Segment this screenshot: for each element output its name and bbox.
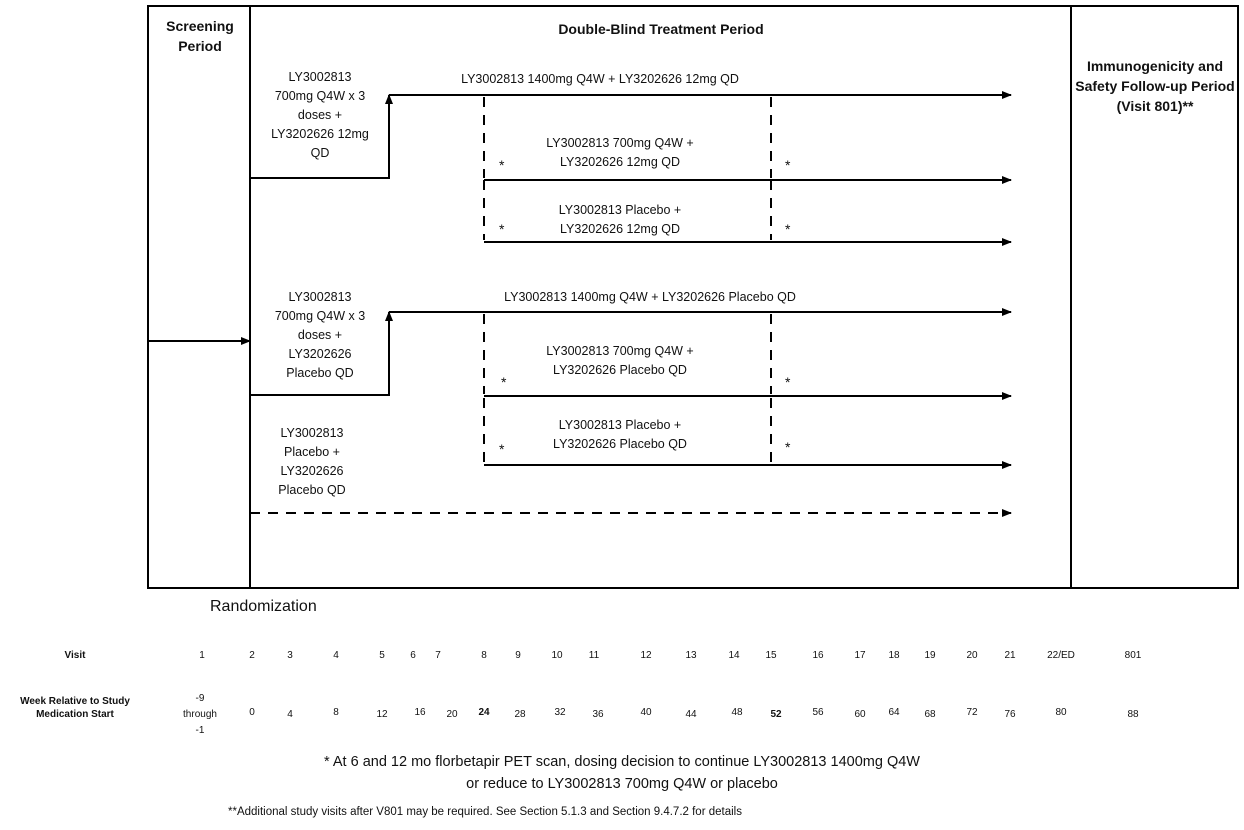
week-row-label: Week Relative to Study Medication Start xyxy=(20,696,130,720)
visit-cell: 1 xyxy=(199,650,205,661)
randomization-label: Randomization xyxy=(210,598,317,615)
week-cell: 32 xyxy=(554,707,566,718)
week-cell: 8 xyxy=(333,707,339,718)
visit-cell: 5 xyxy=(379,650,385,661)
asterisk-b-24-2: * xyxy=(499,441,505,457)
visit-cell: 19 xyxy=(924,650,936,661)
asterisk-a-24-2: * xyxy=(499,221,505,237)
followup-period-header: Immunogenicity and Safety Follow-up Peri… xyxy=(1075,58,1235,114)
week-cell: 44 xyxy=(685,709,697,720)
visit-cell: 7 xyxy=(435,650,441,661)
arm-b-700-label-line2: LY3202626 Placebo QD xyxy=(553,363,687,377)
visit-cell: 18 xyxy=(888,650,900,661)
week-first-line1: -9 xyxy=(195,693,205,704)
screening-period-header: Screening Period xyxy=(166,18,234,54)
week-cell: 24 xyxy=(478,707,490,718)
week-cell: 40 xyxy=(640,707,652,718)
asterisk-a-52-1: * xyxy=(785,157,791,173)
week-cell: 4 xyxy=(287,709,293,720)
arm-a-1400-label: LY3002813 1400mg Q4W + LY3202626 12mg QD xyxy=(461,72,739,86)
week-cell: 36 xyxy=(592,709,604,720)
asterisk-b-24-1: * xyxy=(501,374,507,390)
week-first-line2: through xyxy=(183,709,217,720)
week-cell: 88 xyxy=(1127,709,1139,720)
arm-c-label: LY3002813 Placebo + LY3202626 Placebo QD xyxy=(278,426,346,497)
week-cell: 16 xyxy=(414,707,426,718)
visit-cell: 3 xyxy=(287,650,293,661)
week-cell: 48 xyxy=(731,707,743,718)
visit-cell: 4 xyxy=(333,650,339,661)
week-cell: 76 xyxy=(1004,709,1016,720)
double-star-footnote: **Additional study visits after V801 may… xyxy=(228,806,742,818)
asterisk-a-52-2: * xyxy=(785,221,791,237)
visit-row-label: Visit xyxy=(64,650,86,661)
week-cell: 12 xyxy=(376,709,388,720)
visit-cell: 15 xyxy=(765,650,777,661)
visit-cell: 9 xyxy=(515,650,521,661)
visit-cell: 11 xyxy=(588,650,600,661)
week-cell: 80 xyxy=(1055,707,1067,718)
star-footnote-line1: * At 6 and 12 mo florbetapir PET scan, d… xyxy=(324,754,920,770)
arm-b-label: LY3002813 700mg Q4W x 3 doses + LY320262… xyxy=(274,290,366,380)
visit-cell: 14 xyxy=(728,650,740,661)
arm-a-700-label-line2: LY3202626 12mg QD xyxy=(560,155,680,169)
visit-cell: 12 xyxy=(640,650,652,661)
visit-cell: 8 xyxy=(481,650,487,661)
week-cell: 60 xyxy=(854,709,866,720)
arm-a-placebo-label-line2: LY3202626 12mg QD xyxy=(560,222,680,236)
arm-b-1400-label: LY3002813 1400mg Q4W + LY3202626 Placebo… xyxy=(504,290,796,304)
asterisk-b-52-1: * xyxy=(785,374,791,390)
arm-b-placebo-label-line1: LY3002813 Placebo + xyxy=(558,418,682,432)
visit-cell: 2 xyxy=(249,650,255,661)
arm-a-step-arrow xyxy=(250,94,393,179)
arm-b-700-label-line1: LY3002813 700mg Q4W + xyxy=(546,344,694,358)
visit-cell: 22/ED xyxy=(1047,650,1075,661)
visit-cell: 10 xyxy=(551,650,563,661)
visit-cell: 21 xyxy=(1004,650,1016,661)
treatment-period-header: Double-Blind Treatment Period xyxy=(558,21,764,37)
week-cell: 64 xyxy=(888,707,900,718)
week-cell-first: -9 through -1 xyxy=(180,691,220,739)
week-cell: 72 xyxy=(966,707,978,718)
arm-a-placebo-label-line1: LY3002813 Placebo + xyxy=(558,203,682,217)
arm-a-700-label-line1: LY3002813 700mg Q4W + xyxy=(546,136,694,150)
week-cell: 20 xyxy=(446,709,458,720)
week-cell: 52 xyxy=(770,709,782,720)
asterisk-b-52-2: * xyxy=(785,439,791,455)
visit-cell: 801 xyxy=(1124,650,1142,661)
week-cell: 56 xyxy=(812,707,824,718)
visit-cell: 20 xyxy=(966,650,978,661)
arm-b-step-arrow xyxy=(250,311,393,396)
visit-cell: 13 xyxy=(685,650,697,661)
week-cell: 0 xyxy=(249,707,255,718)
diagram-frame xyxy=(147,5,1239,589)
arm-a-label: LY3002813 700mg Q4W x 3 doses + LY320262… xyxy=(271,70,369,160)
visit-cell: 6 xyxy=(410,650,416,661)
visit-cell: 16 xyxy=(812,650,824,661)
week-cell: 28 xyxy=(514,709,526,720)
week-cell: 68 xyxy=(924,709,936,720)
arm-b-placebo-label-line2: LY3202626 Placebo QD xyxy=(553,437,687,451)
visit-cell: 17 xyxy=(854,650,866,661)
asterisk-a-24-1: * xyxy=(499,157,505,173)
week-first-line3: -1 xyxy=(195,725,205,736)
star-footnote-line2: or reduce to LY3002813 700mg Q4W or plac… xyxy=(466,776,778,792)
